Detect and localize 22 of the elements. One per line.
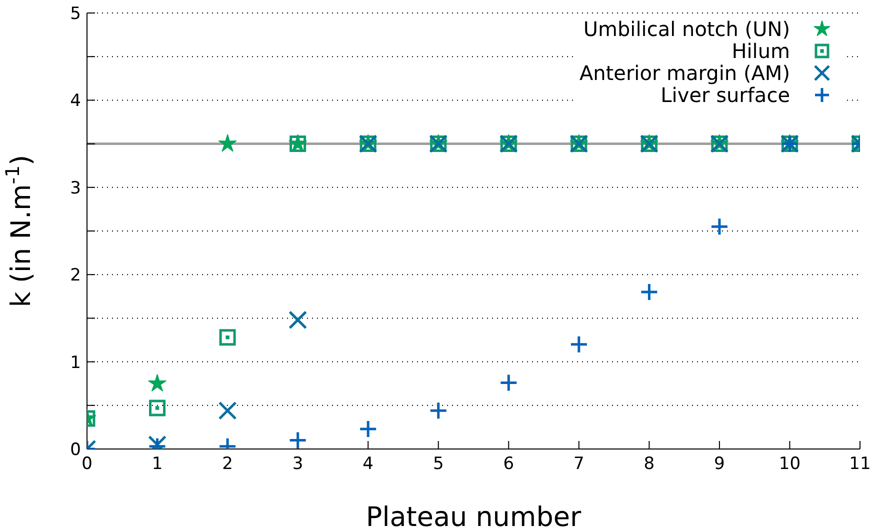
x-tick-label: 10 — [778, 454, 801, 474]
x-tick-label: 4 — [362, 454, 374, 474]
y-tick-label: 4 — [70, 91, 81, 112]
x-tick-label: 9 — [714, 454, 725, 474]
y-tick-label: 2 — [70, 266, 81, 286]
legend-label: Umbilical notch (UN) — [583, 17, 790, 41]
y-tick-label: 0 — [70, 440, 81, 460]
legend-label: Liver surface — [660, 83, 790, 107]
legend-label: Hilum — [732, 39, 790, 63]
x-tick-label: 7 — [573, 454, 584, 474]
y-tick-label: 3 — [70, 178, 81, 198]
y-tick-label: 1 — [70, 352, 81, 373]
x-tick-label: 3 — [292, 454, 304, 474]
x-tick-label: 1 — [152, 454, 163, 474]
x-tick-label: 11 — [849, 454, 871, 474]
x-tick-label: 6 — [503, 454, 514, 474]
x-tick-label: 8 — [644, 454, 655, 474]
x-tick-label: 2 — [222, 454, 233, 474]
x-tick-label: 5 — [432, 454, 444, 474]
legend-label: Anterior margin (AM) — [579, 61, 790, 85]
y-tick-label: 5 — [70, 4, 81, 24]
x-axis-title: Plateau number — [366, 502, 582, 528]
